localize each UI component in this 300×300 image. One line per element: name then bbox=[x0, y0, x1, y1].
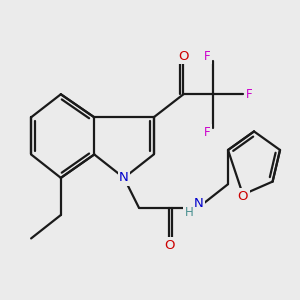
Text: F: F bbox=[204, 126, 211, 139]
Text: F: F bbox=[204, 50, 211, 63]
Text: F: F bbox=[246, 88, 253, 101]
Text: O: O bbox=[238, 190, 248, 203]
Text: O: O bbox=[164, 239, 175, 252]
Text: N: N bbox=[119, 171, 129, 184]
Text: N: N bbox=[194, 196, 203, 210]
Text: O: O bbox=[178, 50, 189, 63]
Text: H: H bbox=[184, 206, 194, 218]
